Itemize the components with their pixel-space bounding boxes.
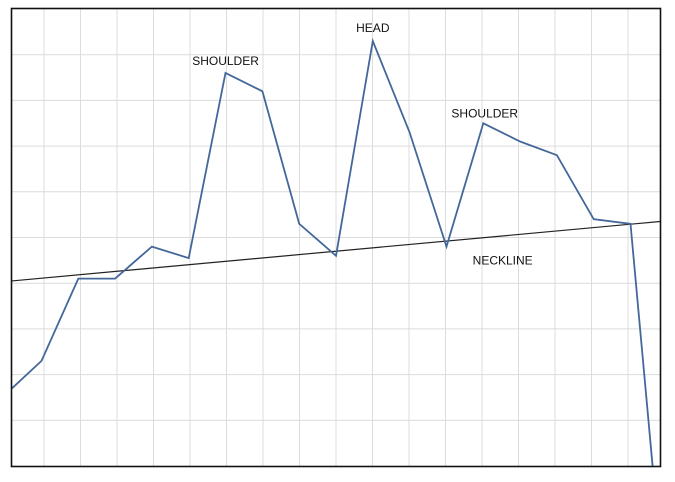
annotation-neckline: NECKLINE (473, 253, 533, 267)
plot-frame (10, 7, 662, 468)
annotation-left-shoulder: SHOULDER (192, 54, 259, 68)
series-line (11, 37, 654, 467)
annotations: SHOULDER HEAD SHOULDER NECKLINE (192, 21, 532, 268)
annotation-head: HEAD (356, 21, 390, 35)
annotation-right-shoulder: SHOULDER (451, 106, 518, 120)
